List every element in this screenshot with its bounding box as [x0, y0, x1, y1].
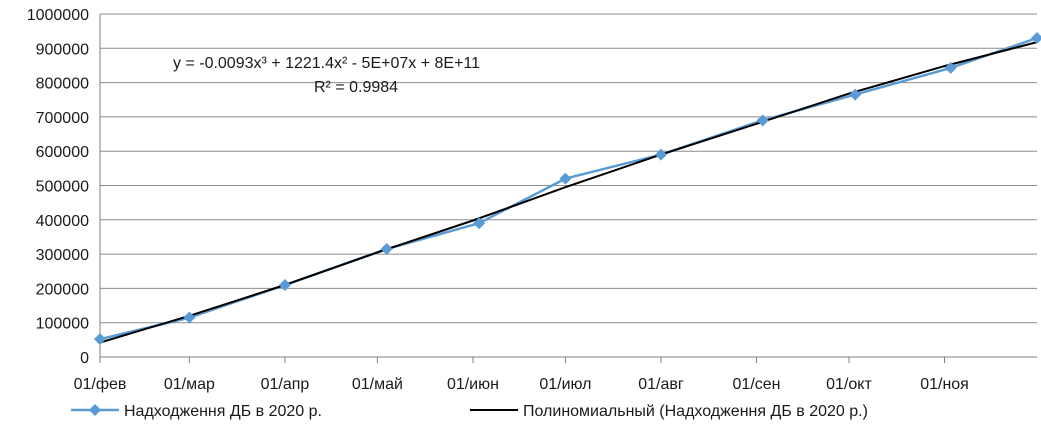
y-tick-label: 900000: [36, 41, 89, 58]
data-series: [94, 32, 1041, 346]
x-tick-label: 01/окт: [826, 376, 872, 393]
trendline-r-squared: R² = 0.9984: [314, 79, 398, 96]
legend-series-label: Надходження ДБ в 2020 р.: [124, 403, 322, 420]
x-tick-label: 01/фев: [74, 376, 127, 393]
y-tick-label: 0: [80, 350, 89, 367]
legend-trendline-label: Полиномиальный (Надходження ДБ в 2020 р.…: [523, 403, 868, 420]
legend-item-trendline: Полиномиальный (Надходження ДБ в 2020 р.…: [470, 403, 868, 420]
data-point-marker: [278, 278, 291, 291]
series-line-revenue: [99, 36, 1038, 341]
data-point-marker: [183, 311, 196, 324]
trendline-annotation: y = -0.0093x³ + 1221.4x² - 5E+07x + 8E+1…: [173, 55, 480, 96]
y-tick-label: 500000: [36, 179, 89, 196]
data-point-marker: [944, 61, 957, 74]
data-point-marker: [1031, 32, 1041, 45]
trendline-equation: y = -0.0093x³ + 1221.4x² - 5E+07x + 8E+1…: [173, 55, 480, 72]
x-tick-label: 01/ноя: [920, 376, 969, 393]
y-tick-label: 300000: [36, 247, 89, 264]
x-tick-label: 01/мар: [164, 376, 215, 393]
y-axis-tick-labels: 0 100000 200000 300000 400000 500000 600000 700…: [27, 7, 89, 367]
data-point-marker: [756, 114, 769, 127]
legend-item-series: Надходження ДБ в 2020 р.: [71, 403, 322, 420]
x-tick-label: 01/май: [352, 376, 403, 393]
y-tick-label: 400000: [36, 213, 89, 230]
y-tick-label: 1000000: [27, 7, 89, 24]
data-point-marker: [559, 172, 572, 185]
x-tick-label: 01/сен: [733, 376, 781, 393]
data-point-marker: [849, 88, 862, 101]
x-tick-label: 01/июл: [539, 376, 591, 393]
legend-series-marker: [89, 404, 101, 416]
y-tick-label: 600000: [36, 144, 89, 161]
data-point-marker: [380, 242, 393, 255]
x-tick-label: 01/июн: [447, 376, 499, 393]
trendline-polynomial: [99, 41, 1038, 344]
axes: [99, 14, 1037, 363]
data-point-marker: [654, 148, 667, 161]
y-tick-label: 200000: [36, 281, 89, 298]
x-axis-tick-labels: 01/фев 01/мар 01/апр 01/май 01/июн 01/июл 01/а…: [74, 376, 969, 393]
y-tick-label: 100000: [36, 316, 89, 333]
data-point-marker: [473, 217, 486, 230]
x-tick-label: 01/апр: [261, 376, 310, 393]
y-tick-label: 700000: [36, 110, 89, 127]
legend: Надходження ДБ в 2020 р. Полиномиальный …: [71, 403, 868, 420]
data-point-marker: [94, 333, 106, 346]
y-tick-label: 800000: [36, 76, 89, 93]
x-tick-label: 01/авг: [638, 376, 684, 393]
